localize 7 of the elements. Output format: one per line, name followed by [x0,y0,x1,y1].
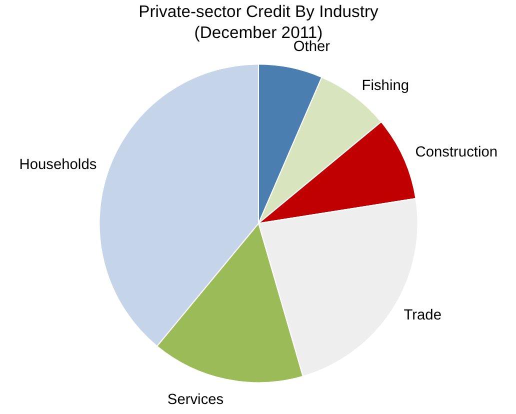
slice-label: Trade [404,308,442,324]
slice-label: Services [167,392,224,408]
slice-label: Households [19,157,97,174]
slice-label: Other [293,39,330,56]
slice-label: Construction [415,144,498,161]
slice-label: Fishing [362,78,410,94]
chart-title: Private-sector Credit By Industry (December 2011) [138,2,380,42]
